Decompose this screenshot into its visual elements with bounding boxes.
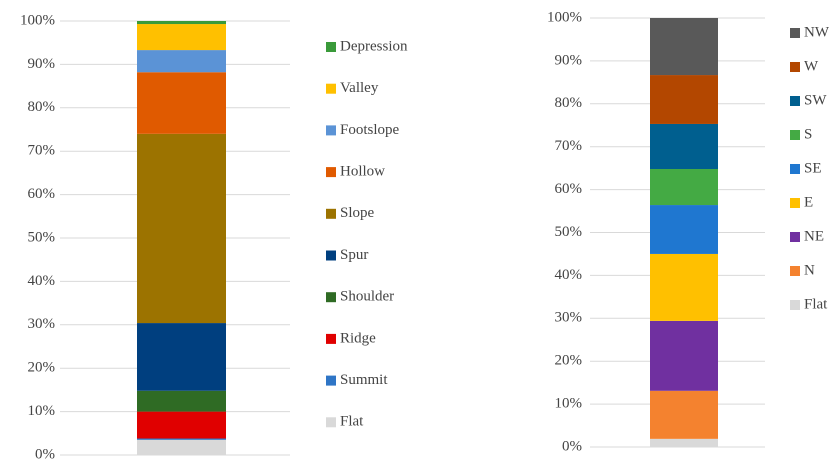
y-tick-label: 40% [28, 273, 56, 289]
legend-swatch [326, 42, 336, 52]
legend-label: NW [804, 24, 830, 40]
legend-label: Hollow [340, 164, 385, 180]
legend-label: Spur [340, 247, 368, 263]
legend-swatch [326, 375, 336, 386]
legend-swatch [326, 83, 336, 94]
bar-segment [137, 50, 226, 73]
legend-label: Summit [340, 372, 388, 388]
bar-segment [137, 323, 226, 391]
bar-segment [650, 320, 718, 391]
bar-segment [137, 21, 226, 25]
y-tick-label: 80% [28, 99, 56, 115]
bar-segment [650, 123, 718, 170]
legend-label: Valley [340, 80, 379, 96]
bar-segment [137, 411, 226, 439]
y-tick-label: 0% [562, 438, 582, 454]
legend-label: Flat [804, 296, 828, 312]
legend-label: NE [804, 228, 824, 244]
bar-segment [650, 253, 718, 321]
y-tick-label: 50% [555, 224, 583, 240]
y-tick-label: 10% [28, 403, 56, 419]
legend-label: Footslope [340, 122, 400, 138]
legend-label: W [804, 58, 819, 74]
legend-label: Slope [340, 205, 375, 221]
y-tick-label: 30% [555, 310, 583, 326]
bar-segment [137, 439, 226, 455]
bar-segment [650, 75, 718, 124]
bar-segment [137, 438, 226, 440]
y-tick-label: 70% [555, 138, 583, 154]
legend-swatch [790, 300, 800, 310]
y-tick-label: 0% [35, 446, 55, 459]
legend-swatch [326, 250, 336, 261]
legend-swatch [790, 130, 800, 140]
bar-segment [650, 169, 718, 206]
legend-swatch [790, 266, 800, 276]
y-tick-label: 100% [547, 9, 582, 25]
bar-segment [650, 438, 718, 447]
bar-segment [137, 24, 226, 51]
y-tick-label: 80% [555, 95, 583, 111]
y-tick-label: 60% [555, 181, 583, 197]
bar-segment [137, 133, 226, 324]
y-tick-label: 20% [28, 360, 56, 376]
legend-label: SW [804, 92, 827, 108]
legend-swatch [790, 232, 800, 242]
bar-segment [137, 72, 226, 134]
legend-swatch [790, 164, 800, 174]
legend-label: N [804, 262, 815, 278]
legend-swatch [326, 167, 336, 178]
legend-swatch [326, 417, 336, 428]
chart: 0% 10% 20% 30% 40% 50% 60% 70% 80% 90% 100% Flat N NE… [547, 9, 830, 454]
legend-label: Depression [340, 38, 408, 54]
legend-label: Shoulder [340, 289, 394, 305]
legend-swatch [790, 198, 800, 208]
legend-swatch [790, 28, 800, 38]
legend-swatch [326, 125, 336, 136]
y-tick-label: 90% [28, 56, 56, 72]
legend-label: E [804, 194, 813, 210]
bar-segment [650, 390, 718, 439]
y-tick-label: 20% [555, 353, 583, 369]
y-tick-label: 40% [555, 267, 583, 283]
legend-label: S [804, 126, 812, 142]
legend-label: Flat [340, 414, 364, 430]
y-tick-label: 90% [555, 52, 583, 68]
chart: 0% 10% 20% 30% 40% 50% 60% 70% 80% 90% 100% Flat Sum… [20, 12, 408, 459]
legend-label: SE [804, 160, 822, 176]
bar-segment [650, 18, 718, 76]
legend-swatch [790, 62, 800, 72]
y-tick-label: 50% [28, 229, 56, 245]
bar-segment [650, 205, 718, 254]
y-tick-label: 100% [20, 12, 55, 28]
legend-label: Ridge [340, 330, 376, 346]
y-tick-label: 70% [28, 143, 56, 159]
bar-segment [137, 390, 226, 412]
legend-swatch [326, 292, 336, 303]
y-tick-label: 60% [28, 186, 56, 202]
legend-swatch [790, 96, 800, 106]
legend-swatch [326, 333, 336, 344]
y-tick-label: 30% [28, 316, 56, 332]
legend-swatch [326, 208, 336, 219]
y-tick-label: 10% [555, 396, 583, 412]
